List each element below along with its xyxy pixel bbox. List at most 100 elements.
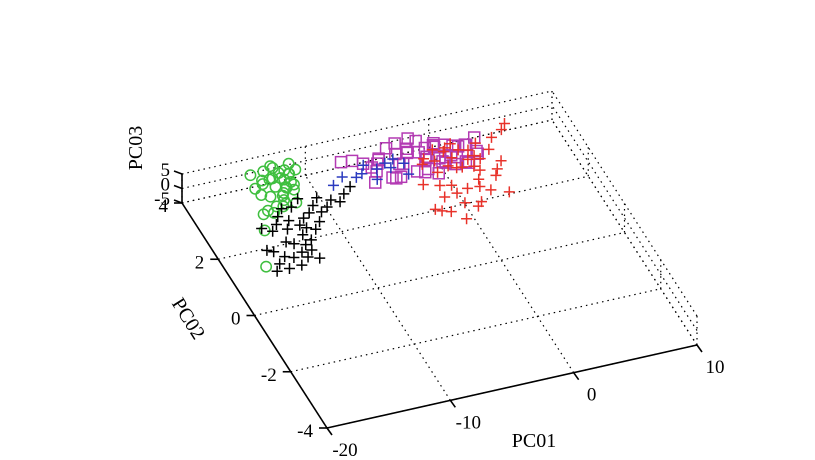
plus-marker: [416, 158, 428, 170]
plus-marker: [344, 181, 356, 193]
plus-marker: [474, 181, 486, 193]
plus-marker: [452, 144, 464, 156]
data-points: [244, 117, 515, 277]
plus-marker: [446, 179, 458, 191]
plus-marker: [274, 258, 286, 270]
x-tick-label: 10: [706, 357, 725, 378]
plus-marker: [446, 152, 458, 164]
plus-marker: [285, 201, 297, 213]
x-tick-mark: [696, 344, 703, 353]
plus-marker: [271, 265, 283, 277]
grid-line: [551, 105, 698, 331]
grid-line: [551, 90, 698, 317]
plus-marker: [437, 145, 449, 157]
plus-marker: [371, 173, 383, 185]
y-tick-label: 4: [159, 196, 169, 217]
plus-marker: [474, 164, 486, 176]
plus-marker: [462, 182, 474, 194]
x-tick-label: -10: [456, 412, 481, 433]
grid-line: [428, 147, 575, 373]
plus-marker: [350, 171, 362, 183]
plus-marker: [272, 211, 284, 223]
plus-marker: [387, 153, 399, 165]
square-marker: [400, 142, 413, 155]
square-marker: [419, 153, 432, 167]
plus-marker: [442, 160, 454, 172]
circle-marker: [258, 224, 271, 237]
plus-marker: [356, 168, 368, 180]
plus-marker: [270, 219, 282, 231]
plus-marker: [468, 160, 480, 172]
plus-marker: [474, 153, 486, 165]
plus-marker: [462, 144, 474, 156]
plus-marker: [307, 200, 319, 212]
square-marker: [420, 150, 433, 164]
square-marker: [386, 171, 399, 184]
plus-marker: [334, 196, 346, 208]
z-tick-label: -5: [154, 189, 170, 210]
plus-marker: [371, 163, 383, 175]
y-tick-label: -4: [297, 421, 313, 442]
x-tick-label: -20: [332, 440, 357, 460]
plus-marker: [417, 179, 429, 191]
x-tick-label: 0: [587, 385, 597, 406]
plus-marker: [283, 262, 295, 274]
plus-marker: [338, 188, 350, 200]
plus-marker: [311, 192, 323, 204]
circle-marker: [287, 178, 300, 191]
square-marker: [432, 167, 445, 180]
plus-marker: [305, 234, 317, 246]
circle-marker: [255, 189, 268, 201]
plus-marker: [429, 155, 441, 167]
plus-marker: [379, 157, 391, 169]
x-tick-mark: [573, 372, 580, 381]
plus-marker: [357, 159, 369, 171]
plus-marker: [281, 223, 293, 235]
x-axis-line: [326, 344, 698, 429]
plus-marker: [325, 194, 337, 206]
grid-line: [290, 288, 661, 373]
plus-marker: [495, 124, 507, 136]
circle-marker: [274, 172, 287, 185]
plus-marker: [296, 246, 308, 258]
plus-marker: [306, 244, 318, 256]
x-tick-mark: [449, 399, 456, 408]
plus-marker: [283, 215, 295, 227]
x-axis-label: PC01: [512, 430, 556, 452]
z-tick-mark: [173, 184, 183, 190]
y-axis-label: PC02: [167, 294, 209, 343]
plus-marker: [385, 162, 397, 174]
square-marker: [394, 170, 408, 184]
circle-marker: [244, 169, 257, 182]
plus-marker: [292, 193, 304, 205]
plus-marker: [315, 206, 327, 218]
plus-marker: [485, 131, 497, 143]
plus-marker: [498, 117, 510, 129]
grid-line: [551, 119, 698, 346]
plus-marker: [462, 153, 474, 165]
plus-marker: [461, 213, 473, 225]
plus-marker: [444, 138, 456, 150]
axes-frame: [173, 170, 703, 436]
square-marker: [427, 140, 441, 154]
plus-marker: [451, 162, 463, 174]
plus-marker: [296, 259, 308, 271]
plus-marker: [469, 137, 481, 149]
plus-marker: [398, 157, 410, 169]
z-tick-mark: [173, 170, 183, 175]
plus-marker: [472, 200, 484, 212]
plus-marker: [485, 184, 497, 196]
plus-marker: [314, 252, 326, 264]
plus-marker: [503, 186, 515, 198]
circle-marker: [289, 163, 302, 176]
plus-marker: [495, 155, 507, 167]
circle-marker: [266, 172, 279, 185]
plus-marker: [267, 225, 279, 237]
plus-marker: [302, 251, 314, 263]
circle-marker: [278, 194, 290, 207]
plus-marker: [280, 236, 292, 248]
circle-marker: [257, 208, 270, 221]
plus-marker: [297, 229, 309, 241]
plus-marker: [426, 144, 438, 156]
